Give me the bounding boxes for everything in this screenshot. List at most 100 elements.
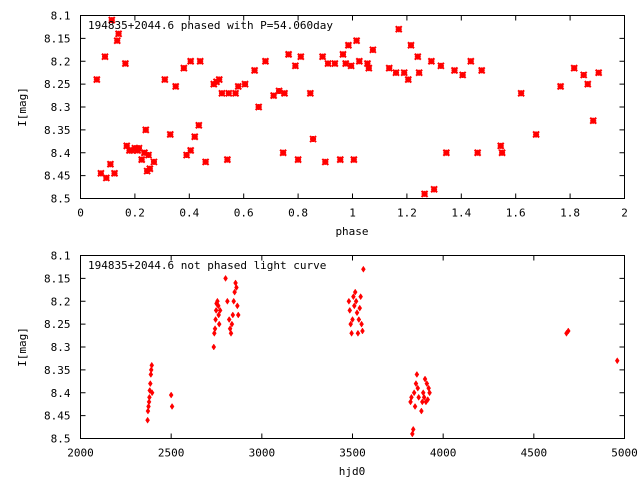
data-point (420, 190, 429, 198)
data-point (385, 64, 393, 72)
data-point (352, 288, 358, 296)
x-tick-labels: 2000 2500 3000 3500 4000 4500 5000 (67, 255, 638, 460)
data-point (409, 393, 414, 401)
data-point (363, 59, 372, 68)
data-point (347, 306, 353, 314)
data-point (355, 329, 361, 337)
data-point (234, 82, 242, 91)
x-tick-label: 3000 (249, 447, 276, 460)
data-point (201, 158, 210, 166)
data-point (570, 64, 578, 72)
data-point (231, 297, 237, 305)
data-point (232, 288, 237, 296)
y-tick-label: 8.35 (44, 364, 71, 377)
x-tick-label: 1.2 (397, 207, 417, 220)
data-point (121, 59, 130, 68)
data-point (223, 274, 228, 282)
data-point (477, 66, 486, 75)
data-point (269, 91, 278, 100)
data-point (351, 293, 356, 301)
data-point (196, 57, 204, 65)
data-point (532, 130, 540, 139)
data-point (589, 117, 597, 125)
data-point (458, 71, 467, 79)
data-point (147, 393, 152, 401)
data-point (213, 306, 219, 314)
data-point (123, 142, 131, 150)
data-point (148, 380, 153, 388)
y-tick-label: 8.3 (51, 101, 71, 114)
unphased-light-curve-chart: 2000 2500 3000 3500 4000 4500 5000 8.18.158.28… (16, 250, 638, 479)
data-point (291, 62, 300, 70)
y-axis-label: I[mag] (16, 87, 29, 127)
data-point (195, 121, 203, 130)
data-point (421, 393, 427, 401)
data-point (473, 149, 482, 157)
data-point (211, 343, 217, 351)
data-point (442, 149, 451, 157)
x-tick-label: 2000 (67, 447, 94, 460)
data-point (93, 75, 101, 84)
data-point (350, 316, 355, 324)
data-point (404, 75, 412, 84)
data-point (97, 169, 105, 178)
data-point (579, 71, 588, 79)
data-point (414, 52, 422, 61)
x-tick-label: 4500 (521, 447, 548, 460)
data-point (339, 50, 347, 59)
data-point (113, 36, 121, 45)
x-tick-label: 1.6 (506, 207, 526, 220)
data-point (297, 52, 305, 61)
y-tick-label: 8.1 (51, 250, 71, 263)
data-point (101, 52, 109, 61)
data-point (517, 89, 525, 97)
data-point (180, 64, 188, 72)
data-point (294, 155, 302, 164)
data-point (425, 396, 431, 404)
data-point (336, 155, 344, 164)
x-tick-label: 0.4 (179, 207, 199, 220)
data-point (145, 416, 150, 424)
data-point (408, 398, 413, 406)
data-point (161, 75, 169, 84)
data-point (279, 149, 287, 157)
data-point (254, 103, 263, 111)
y-tick-label: 8.15 (44, 272, 71, 285)
data-point (427, 57, 436, 65)
data-point (149, 361, 155, 369)
data-point (584, 80, 592, 88)
data-point (235, 311, 241, 319)
y-tick-label: 8.45 (44, 410, 71, 423)
data-point (106, 160, 115, 168)
data-point (412, 403, 418, 410)
data-point (213, 316, 218, 324)
y-tick-label: 8.5 (51, 433, 71, 446)
data-point (235, 302, 240, 310)
data-point (110, 169, 119, 178)
data-point (145, 407, 151, 415)
data-point (216, 302, 221, 310)
x-axis-label: phase (335, 225, 368, 238)
data-point (216, 311, 221, 319)
plot-frame (80, 255, 625, 439)
data-point (225, 89, 233, 97)
data-point (357, 304, 363, 312)
data-point (223, 155, 232, 164)
data-point (149, 389, 155, 397)
data-point (218, 89, 226, 97)
data-point (150, 158, 158, 166)
data-point (182, 151, 191, 159)
data-point (225, 297, 230, 305)
data-point (166, 130, 174, 139)
x-tick-label: 2 (621, 207, 628, 220)
data-point (411, 389, 417, 397)
phased-light-curve-chart: 0 0.2 0.4 0.6 0.8 1 1.2 1.4 1.6 1.8 2 8.18.158.28.… (16, 10, 628, 239)
data-point (355, 57, 364, 65)
data-point (215, 75, 223, 84)
data-point (400, 68, 408, 77)
chart-title: 194835+2044.6 not phased light curve (88, 259, 326, 272)
data-point (360, 327, 365, 335)
data-point (497, 142, 505, 150)
plot-frame (80, 15, 625, 199)
